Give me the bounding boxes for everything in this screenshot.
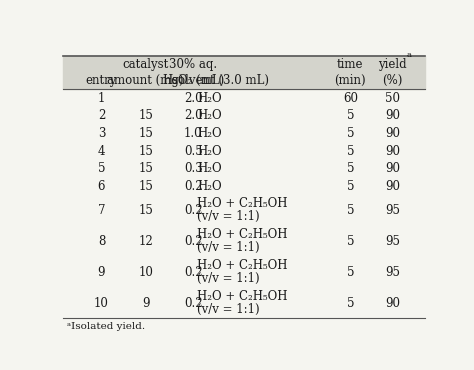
Text: 8: 8 <box>98 235 105 248</box>
Text: 0.2: 0.2 <box>184 235 203 248</box>
Text: H₂O: H₂O <box>197 162 222 175</box>
Text: H₂O: H₂O <box>197 127 222 140</box>
Text: H₂O: H₂O <box>197 180 222 193</box>
Text: 90: 90 <box>385 127 400 140</box>
Text: amount (mg): amount (mg) <box>107 74 184 87</box>
Text: 15: 15 <box>138 110 153 122</box>
Text: time: time <box>337 58 364 71</box>
Text: 6: 6 <box>98 180 105 193</box>
Text: H₂O + C₂H₅OH: H₂O + C₂H₅OH <box>197 259 288 272</box>
Text: 12: 12 <box>138 235 153 248</box>
Text: 90: 90 <box>385 145 400 158</box>
Text: 90: 90 <box>385 110 400 122</box>
Text: 2.0: 2.0 <box>184 92 203 105</box>
Text: 5: 5 <box>346 235 354 248</box>
Text: H₂O + C₂H₅OH: H₂O + C₂H₅OH <box>197 197 288 210</box>
Text: 9: 9 <box>98 266 105 279</box>
Text: (min): (min) <box>335 74 366 87</box>
Text: 95: 95 <box>385 204 400 217</box>
Text: 60: 60 <box>343 92 358 105</box>
Text: 0.2: 0.2 <box>184 180 203 193</box>
Text: 5: 5 <box>346 162 354 175</box>
Text: a: a <box>407 51 411 59</box>
Text: 0.2: 0.2 <box>184 266 203 279</box>
Text: entry: entry <box>86 74 117 87</box>
Text: H₂O₂ (mL): H₂O₂ (mL) <box>163 74 224 87</box>
Text: 5: 5 <box>346 145 354 158</box>
Text: H₂O + C₂H₅OH: H₂O + C₂H₅OH <box>197 289 288 303</box>
Text: (v/v = 1:1): (v/v = 1:1) <box>197 211 260 223</box>
Text: ᵃIsolated yield.: ᵃIsolated yield. <box>66 322 145 331</box>
Text: 5: 5 <box>98 162 105 175</box>
Text: 0.2: 0.2 <box>184 204 203 217</box>
Text: (v/v = 1:1): (v/v = 1:1) <box>197 272 260 285</box>
Text: 90: 90 <box>385 162 400 175</box>
Text: (%): (%) <box>383 74 403 87</box>
Text: 2.0: 2.0 <box>184 110 203 122</box>
Text: 15: 15 <box>138 204 153 217</box>
Text: H₂O: H₂O <box>197 92 222 105</box>
Text: catalyst: catalyst <box>122 58 169 71</box>
Text: 95: 95 <box>385 266 400 279</box>
Text: solvent (3.0 mL): solvent (3.0 mL) <box>173 74 269 87</box>
Text: 90: 90 <box>385 180 400 193</box>
Text: 15: 15 <box>138 127 153 140</box>
Text: 2: 2 <box>98 110 105 122</box>
Text: 5: 5 <box>346 180 354 193</box>
Text: 0.3: 0.3 <box>184 162 203 175</box>
Text: 15: 15 <box>138 180 153 193</box>
Text: (v/v = 1:1): (v/v = 1:1) <box>197 303 260 316</box>
Text: 0.5: 0.5 <box>184 145 203 158</box>
Bar <box>63 56 425 90</box>
Text: 4: 4 <box>98 145 105 158</box>
Text: 15: 15 <box>138 145 153 158</box>
Text: 90: 90 <box>385 297 400 310</box>
Text: 5: 5 <box>346 204 354 217</box>
Text: 5: 5 <box>346 297 354 310</box>
Text: (v/v = 1:1): (v/v = 1:1) <box>197 241 260 254</box>
Text: 95: 95 <box>385 235 400 248</box>
Text: 1.0: 1.0 <box>184 127 203 140</box>
Text: H₂O: H₂O <box>197 145 222 158</box>
Text: 9: 9 <box>142 297 149 310</box>
Text: 1: 1 <box>98 92 105 105</box>
Text: 5: 5 <box>346 127 354 140</box>
Text: 15: 15 <box>138 162 153 175</box>
Text: 30% aq.: 30% aq. <box>169 58 218 71</box>
Text: 50: 50 <box>385 92 400 105</box>
Text: H₂O: H₂O <box>197 110 222 122</box>
Text: 0.2: 0.2 <box>184 297 203 310</box>
Text: 7: 7 <box>98 204 105 217</box>
Text: 5: 5 <box>346 266 354 279</box>
Text: 3: 3 <box>98 127 105 140</box>
Text: 10: 10 <box>138 266 153 279</box>
Text: yield: yield <box>378 58 407 71</box>
Text: H₂O + C₂H₅OH: H₂O + C₂H₅OH <box>197 228 288 241</box>
Text: 5: 5 <box>346 110 354 122</box>
Text: 10: 10 <box>94 297 109 310</box>
